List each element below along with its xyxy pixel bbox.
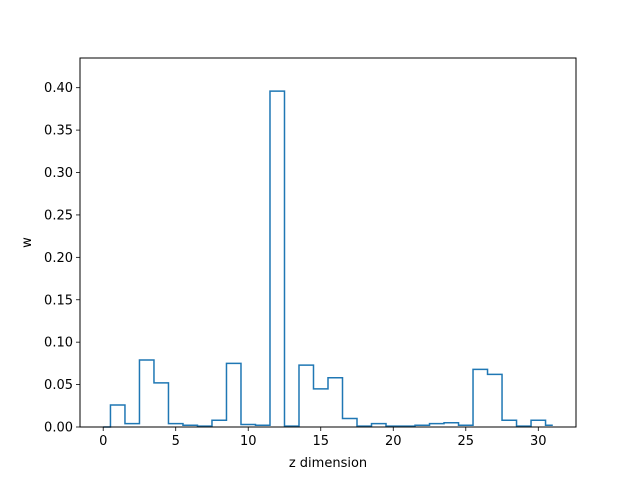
x-tick-label: 30 (530, 434, 547, 449)
series-line (103, 90, 553, 428)
y-tick-label: 0.05 (44, 378, 73, 393)
x-tick-label: 15 (312, 434, 329, 449)
x-tick-label: 0 (99, 434, 107, 449)
y-tick-label: 0.10 (44, 336, 73, 351)
y-tick-label: 0.40 (44, 81, 73, 96)
x-axis: 0 5 10 15 20 25 30 (99, 427, 547, 449)
y-tick-label: 0.35 (44, 124, 73, 139)
y-tick-label: 0.25 (44, 208, 73, 223)
x-tick-label: 5 (172, 434, 180, 449)
y-axis: 0.00 0.05 0.10 0.15 0.20 0.25 0.30 0.35 0.40 (44, 81, 80, 436)
y-tick-label: 0.15 (44, 293, 73, 308)
x-axis-label: z dimension (289, 456, 367, 471)
plot-area (103, 90, 553, 428)
plot-frame (79, 57, 577, 428)
y-axis-label: w (20, 237, 35, 248)
x-tick-label: 10 (240, 434, 257, 449)
y-tick-label: 0.20 (44, 251, 73, 266)
x-tick-label: 25 (458, 434, 475, 449)
y-tick-label: 0.30 (44, 166, 73, 181)
x-tick-label: 20 (385, 434, 402, 449)
y-tick-label: 0.00 (44, 421, 73, 436)
